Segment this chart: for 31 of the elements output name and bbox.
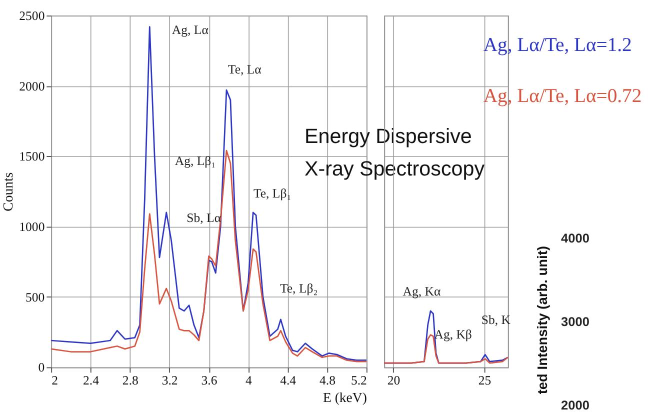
text: ted Intensity (arb. unit) xyxy=(535,246,550,394)
x-tick-label: 2.4 xyxy=(83,373,100,388)
x-tick-label: 5.2 xyxy=(350,373,367,388)
text: 3000 xyxy=(561,314,590,329)
y-tick-label: 1500 xyxy=(19,150,45,164)
y-tick-label: 1000 xyxy=(19,220,45,234)
annotation: Ag, Lα xyxy=(172,23,209,38)
x-tick-label: 3.6 xyxy=(201,373,218,388)
text: 4000 xyxy=(561,230,590,246)
x-tick-label: 20 xyxy=(387,373,400,388)
annotation: Te, Lβ₂ xyxy=(280,282,318,296)
x-tick-label: 4.4 xyxy=(280,373,297,388)
text: Energy Dispersive X-ray Spectroscopy xyxy=(304,125,486,181)
text: 2000 xyxy=(561,397,590,412)
y-tick-label: 2500 xyxy=(19,8,45,23)
annotation: Te, Lβ₁ xyxy=(253,186,292,200)
x-tick-label: 25 xyxy=(478,373,492,388)
x-tick-label: 4 xyxy=(245,373,252,388)
x-tick-label: 2.8 xyxy=(122,373,138,388)
annotation: Sb, K xyxy=(481,313,512,328)
y-tick-label: 0 xyxy=(38,360,45,375)
x-axis-title: E (keV) xyxy=(323,390,367,406)
y-tick-label: 2000 xyxy=(19,79,45,94)
annotation: Ag, Lβ₁ xyxy=(174,154,216,168)
x-tick-label: 3.2 xyxy=(162,373,178,388)
x-tick-label: 2 xyxy=(52,373,58,388)
annotation: Ag, Kα xyxy=(402,284,441,299)
y-axis-title: Counts xyxy=(0,172,16,212)
x-tick-label: 4.8 xyxy=(320,373,336,388)
y-tick-label: 500 xyxy=(26,290,45,304)
annotation: Te, Lα xyxy=(228,62,262,76)
